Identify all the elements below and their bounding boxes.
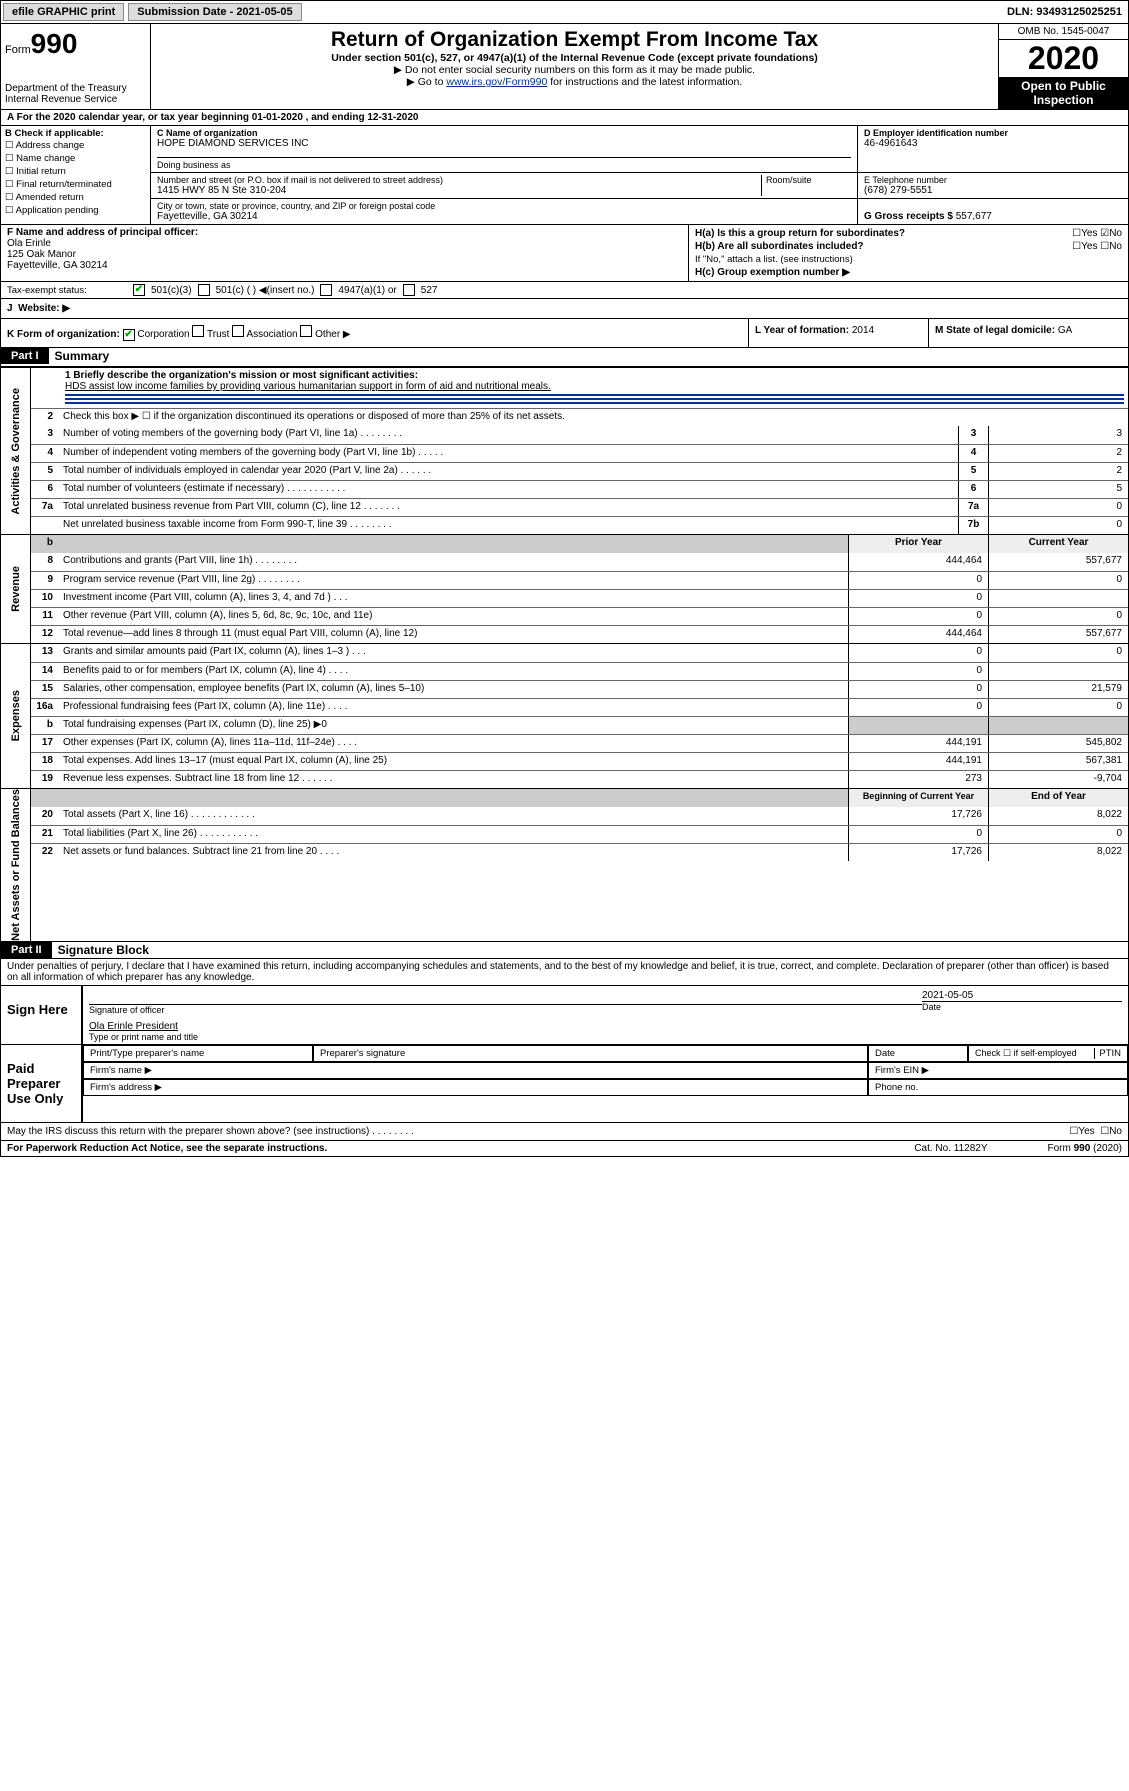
top-bar: efile GRAPHIC print Submission Date - 20… (0, 0, 1129, 24)
gross-receipts: 557,677 (956, 211, 992, 222)
net-assets-section: Net Assets or Fund Balances Beginning of… (0, 789, 1129, 942)
tax-year: 2020 (999, 40, 1128, 77)
box-l: L Year of formation: 2014 (748, 319, 928, 347)
discuss-row: May the IRS discuss this return with the… (0, 1123, 1129, 1141)
form-subtitle: Under section 501(c), 527, or 4947(a)(1)… (157, 52, 992, 64)
form-header: Form990 Department of the Treasury Inter… (0, 24, 1129, 110)
check-501c3[interactable]: ✔ (133, 284, 145, 296)
table-row: Net unrelated business taxable income fr… (31, 516, 1128, 534)
city-state-zip: Fayetteville, GA 30214 (157, 211, 851, 222)
ein-value: 46-4961643 (864, 138, 1122, 149)
table-row: 3Number of voting members of the governi… (31, 426, 1128, 444)
part2-title: Signature Block (58, 943, 149, 957)
mission-label: 1 Briefly describe the organization's mi… (65, 370, 1124, 381)
table-row: bTotal fundraising expenses (Part IX, co… (31, 716, 1128, 734)
submission-label: Submission Date - 2021-05-05 (128, 3, 301, 21)
table-row: 13Grants and similar amounts paid (Part … (31, 644, 1128, 662)
table-row: 9Program service revenue (Part VIII, lin… (31, 571, 1128, 589)
part2-header: Part II (1, 942, 52, 958)
table-row: 5Total number of individuals employed in… (31, 462, 1128, 480)
org-name: HOPE DIAMOND SERVICES INC (157, 138, 851, 149)
revenue-section: Revenue b Prior Year Current Year 8Contr… (0, 535, 1129, 644)
table-row: 10Investment income (Part VIII, column (… (31, 589, 1128, 607)
table-row: 11Other revenue (Part VIII, column (A), … (31, 607, 1128, 625)
website-row: J Website: ▶ (0, 299, 1129, 319)
part1-title: Summary (55, 349, 110, 363)
table-row: 6Total number of volunteers (estimate if… (31, 480, 1128, 498)
form-title: Return of Organization Exempt From Incom… (157, 28, 992, 52)
check-4947[interactable] (320, 284, 332, 296)
box-k: K Form of organization: ✔ Corporation Tr… (1, 319, 748, 347)
table-row: 22Net assets or fund balances. Subtract … (31, 843, 1128, 861)
instructions-link[interactable]: www.irs.gov/Form990 (446, 76, 547, 88)
open-inspection-badge: Open to Public Inspection (999, 77, 1128, 109)
table-row: 20Total assets (Part X, line 16) . . . .… (31, 807, 1128, 825)
telephone: (678) 279-5551 (864, 185, 1122, 196)
table-row: 4Number of independent voting members of… (31, 444, 1128, 462)
table-row: 12Total revenue—add lines 8 through 11 (… (31, 625, 1128, 643)
form-label: Form990 (5, 44, 77, 56)
table-row: 7aTotal unrelated business revenue from … (31, 498, 1128, 516)
table-row: 19Revenue less expenses. Subtract line 1… (31, 770, 1128, 788)
footer: For Paperwork Reduction Act Notice, see … (0, 1141, 1129, 1157)
box-h: H(a) Is this a group return for subordin… (688, 225, 1128, 281)
sign-block: Sign Here Signature of officer 2021-05-0… (0, 986, 1129, 1045)
efile-button[interactable]: efile GRAPHIC print (3, 3, 124, 21)
box-f: F Name and address of principal officer:… (1, 225, 688, 281)
governance-section: Activities & Governance 1 Briefly descri… (0, 367, 1129, 535)
box-b: B Check if applicable: ☐ Address change … (1, 126, 151, 224)
table-row: 8Contributions and grants (Part VIII, li… (31, 553, 1128, 571)
note-1: Do not enter social security numbers on … (405, 64, 755, 76)
check-501c[interactable] (198, 284, 210, 296)
omb-label: OMB No. 1545-0047 (999, 24, 1128, 40)
expenses-section: Expenses 13Grants and similar amounts pa… (0, 644, 1129, 789)
table-row: 18Total expenses. Add lines 13–17 (must … (31, 752, 1128, 770)
box-m: M State of legal domicile: GA (928, 319, 1128, 347)
tax-status-row: Tax-exempt status: ✔501(c)(3) 501(c) ( )… (0, 282, 1129, 299)
part1-header: Part I (1, 348, 49, 364)
table-row: 15Salaries, other compensation, employee… (31, 680, 1128, 698)
street-address: 1415 HWY 85 N Ste 310-204 (157, 185, 761, 196)
dln-label: DLN: 93493125025251 (1007, 6, 1128, 18)
table-row: 17Other expenses (Part IX, column (A), l… (31, 734, 1128, 752)
check-527[interactable] (403, 284, 415, 296)
table-row: 14Benefits paid to or for members (Part … (31, 662, 1128, 680)
mission-text: HDS assist low income families by provid… (65, 381, 1124, 392)
line-a: A For the 2020 calendar year, or tax yea… (0, 110, 1129, 126)
table-row: 21Total liabilities (Part X, line 26) . … (31, 825, 1128, 843)
table-row: 16aProfessional fundraising fees (Part I… (31, 698, 1128, 716)
perjury-declaration: Under penalties of perjury, I declare th… (0, 959, 1129, 986)
preparer-block: Paid Preparer Use Only Print/Type prepar… (0, 1045, 1129, 1123)
dept-label: Department of the Treasury Internal Reve… (5, 83, 146, 105)
